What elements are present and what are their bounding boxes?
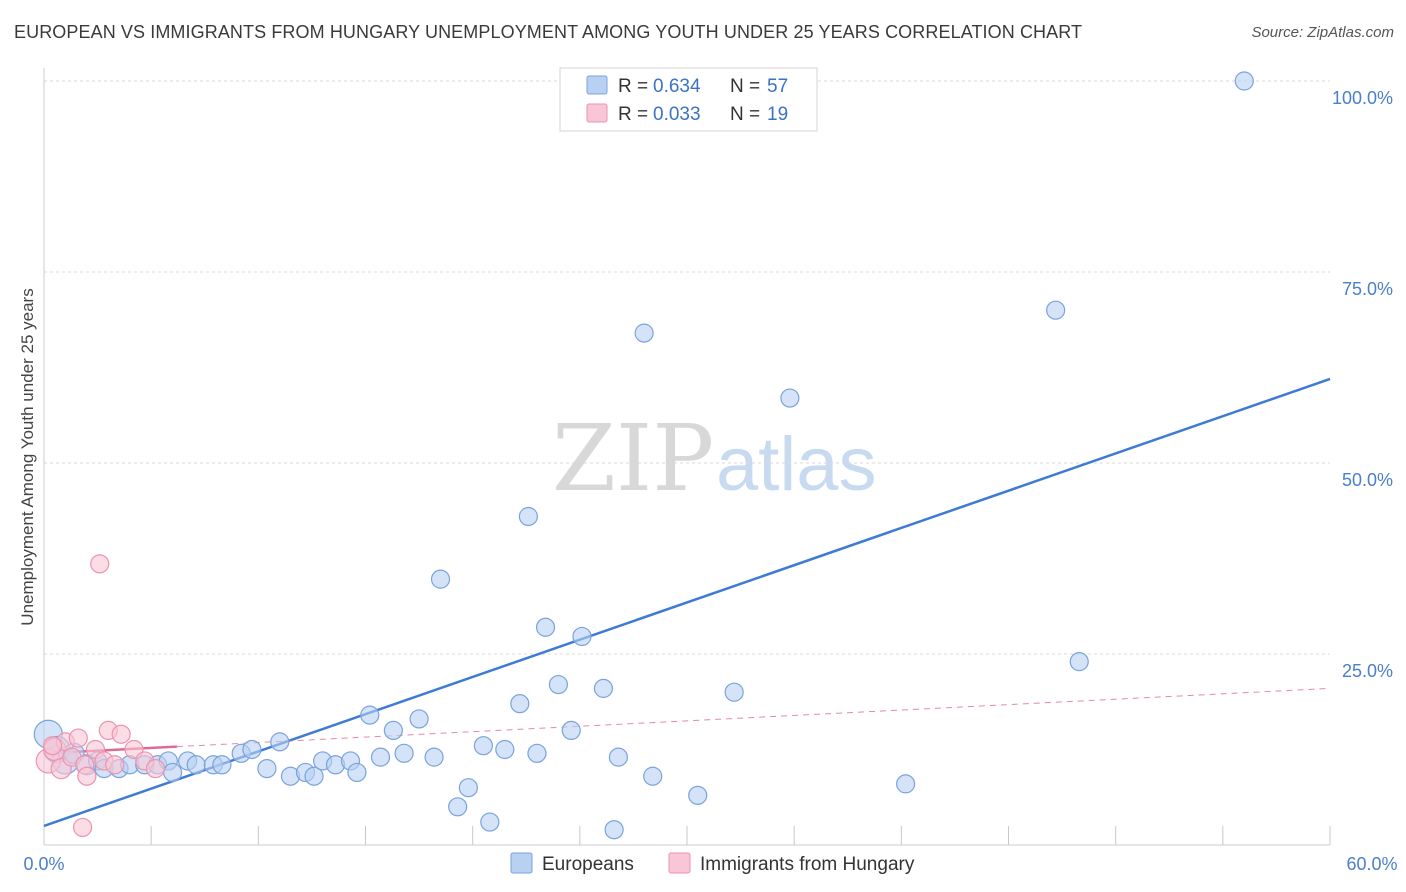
point-europeans-30 (383, 720, 403, 741)
point-hungary-12 (105, 755, 125, 775)
point-europeans-27 (347, 762, 367, 783)
grid-lines (44, 80, 1330, 655)
point-europeans-43 (535, 617, 556, 637)
y-axis-label: Unemployment Among Youth under 25 years (18, 288, 37, 625)
source-credit: Source: ZipAtlas.com (1251, 24, 1394, 41)
point-europeans-36 (458, 778, 478, 798)
legend-n-label-hungary: N = (730, 104, 760, 125)
point-europeans-14 (186, 755, 206, 775)
y-tick-label-75: 75.0% (1342, 279, 1393, 299)
point-europeans-19 (257, 758, 277, 779)
point-europeans-46 (572, 626, 592, 647)
legend-n-label-europeans: N = (730, 76, 760, 97)
legend-r-value-europeans: 0.634 (653, 76, 701, 97)
bottom-legend-label-hungary: Immigrants from Hungary (700, 854, 915, 875)
point-europeans-40 (510, 694, 530, 714)
legend: R = 0.634 N = 57 R = 0.033 N = 19 (559, 67, 818, 132)
bottom-legend-swatch-europeans (510, 852, 533, 874)
watermark-atlas: atlas (716, 422, 877, 507)
point-europeans-38 (480, 812, 500, 832)
point-europeans-49 (608, 747, 629, 767)
x-tick-label-min: 0.0% (23, 854, 64, 874)
point-europeans-48 (604, 820, 624, 840)
point-europeans-42 (527, 743, 547, 763)
point-hungary-16 (145, 758, 166, 779)
point-europeans-45 (561, 720, 581, 741)
point-europeans-55 (896, 774, 916, 794)
point-europeans-56 (1046, 300, 1066, 320)
point-europeans-32 (409, 709, 429, 729)
point-europeans-44 (548, 674, 569, 695)
point-europeans-33 (424, 747, 444, 767)
watermark-zip: ZIP (552, 405, 714, 512)
point-hungary-13 (111, 724, 131, 744)
bottom-legend-label-europeans: Europeans (542, 854, 634, 875)
chart-title: EUROPEAN VS IMMIGRANTS FROM HUNGARY UNEM… (14, 22, 1083, 42)
point-europeans-18 (242, 739, 262, 760)
point-europeans-34 (430, 569, 451, 589)
point-europeans-41 (518, 506, 538, 527)
legend-r-label-hungary: R = (618, 104, 648, 125)
point-hungary-17 (72, 817, 93, 838)
y-tick-label-50: 50.0% (1342, 470, 1393, 490)
legend-swatch-hungary (586, 103, 608, 123)
point-hungary-18 (42, 736, 63, 756)
point-europeans-54 (780, 388, 800, 408)
point-europeans-50 (634, 323, 654, 343)
point-europeans-39 (495, 739, 515, 760)
point-europeans-12 (163, 762, 183, 783)
point-hungary-9 (90, 554, 110, 574)
point-europeans-47 (593, 678, 614, 698)
point-europeans-35 (448, 797, 468, 817)
y-tick-label-25: 25.0% (1342, 661, 1393, 681)
point-europeans-23 (304, 766, 324, 786)
legend-n-value-europeans: 57 (767, 76, 788, 97)
legend-r-label-europeans: R = (618, 76, 648, 97)
point-europeans-20 (270, 732, 290, 752)
point-hungary-7 (77, 766, 97, 786)
y-tick-labels: 100.0% 75.0% 50.0% 25.0% (1332, 88, 1393, 681)
point-europeans-53 (724, 682, 744, 702)
bottom-legend: Europeans Immigrants from Hungary (510, 852, 915, 875)
point-europeans-37 (473, 736, 493, 756)
trend-line-hungary-dashed (176, 687, 1331, 748)
x-tick-label-max: 60.0% (1346, 854, 1397, 874)
point-europeans-28 (360, 705, 380, 725)
point-europeans-58 (1234, 71, 1254, 91)
point-europeans-51 (643, 766, 663, 786)
bottom-legend-swatch-hungary (668, 852, 691, 874)
point-europeans-31 (394, 743, 414, 763)
legend-n-value-hungary: 19 (767, 104, 788, 125)
point-europeans-16 (212, 755, 232, 775)
point-hungary-5 (68, 728, 88, 748)
legend-swatch-europeans (586, 75, 608, 95)
point-europeans-52 (688, 785, 708, 805)
x-tick-marks (150, 826, 1331, 845)
point-europeans-29 (370, 747, 391, 767)
point-europeans-57 (1069, 652, 1089, 672)
y-tick-label-100: 100.0% (1332, 88, 1393, 108)
scatter-points (33, 71, 1254, 840)
legend-r-value-hungary: 0.033 (653, 104, 701, 125)
